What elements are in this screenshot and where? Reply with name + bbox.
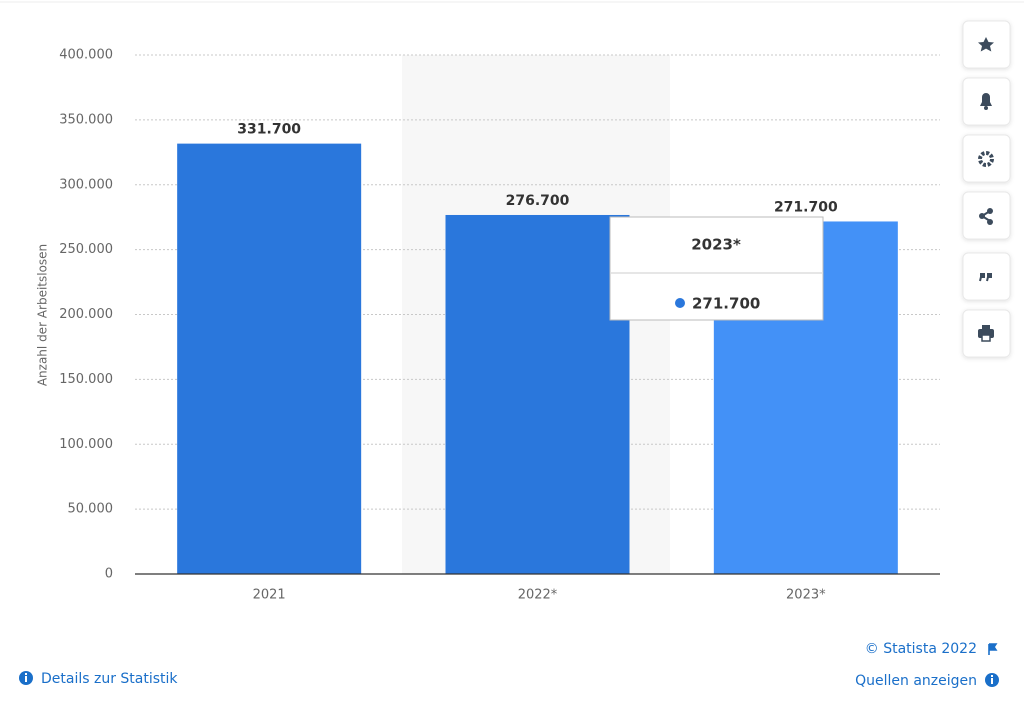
bar bbox=[445, 214, 630, 574]
toolbar bbox=[962, 20, 1011, 358]
details-link[interactable]: Details zur Statistik bbox=[19, 671, 178, 687]
tooltip-dot bbox=[675, 298, 685, 308]
tooltip-title: 2023* bbox=[691, 236, 741, 254]
value-label: 331.700 bbox=[237, 122, 301, 138]
cite-button[interactable] bbox=[962, 252, 1011, 301]
print-button[interactable] bbox=[962, 309, 1011, 358]
copyright[interactable]: © Statista 2022 bbox=[865, 641, 977, 657]
x-tick-label: 2022* bbox=[518, 588, 558, 603]
share-button[interactable] bbox=[962, 191, 1011, 240]
tooltip: 2023* 271.700 bbox=[609, 216, 824, 321]
tooltip-box bbox=[609, 216, 824, 321]
y-tick-label: 50.000 bbox=[68, 502, 114, 517]
details-text[interactable]: Details zur Statistik bbox=[41, 671, 178, 687]
alert-button[interactable] bbox=[962, 77, 1011, 126]
bar bbox=[177, 143, 362, 574]
settings-button[interactable] bbox=[962, 134, 1011, 183]
favorite-button[interactable] bbox=[962, 20, 1011, 69]
y-tick-label: 100.000 bbox=[59, 437, 113, 452]
tooltip-value: 271.700 bbox=[692, 295, 760, 313]
y-tick-label: 200.000 bbox=[59, 307, 113, 322]
sources-text[interactable]: Quellen anzeigen bbox=[855, 673, 977, 689]
x-tick-label: 2021 bbox=[253, 588, 286, 603]
y-tick-label: 150.000 bbox=[59, 372, 113, 387]
y-tick-label: 400.000 bbox=[59, 48, 113, 63]
y-axis-label: Anzahl der Arbeitslosen bbox=[36, 244, 50, 386]
value-label: 271.700 bbox=[774, 199, 838, 215]
y-tick-label: 250.000 bbox=[59, 242, 113, 257]
flag-icon bbox=[988, 643, 998, 655]
y-tick-label: 0 bbox=[105, 567, 113, 582]
value-label: 276.700 bbox=[506, 193, 570, 209]
sources-link[interactable]: Quellen anzeigen bbox=[855, 673, 999, 689]
y-tick-label: 350.000 bbox=[59, 112, 113, 127]
x-tick-label: 2023* bbox=[786, 588, 826, 603]
y-tick-label: 300.000 bbox=[59, 177, 113, 192]
